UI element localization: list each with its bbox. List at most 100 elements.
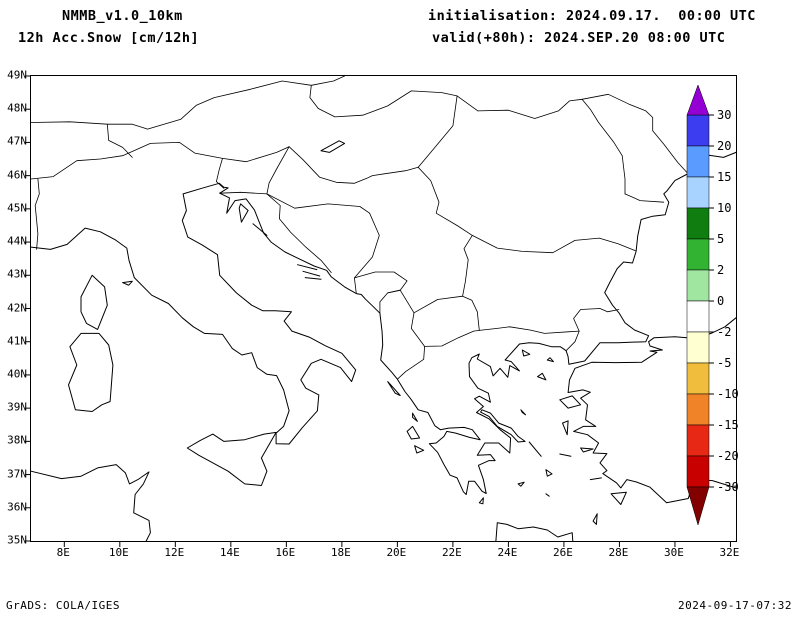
country-border <box>471 234 636 254</box>
coastline <box>68 332 114 412</box>
lat-axis: 49N 48N 47N 46N 45N 44N 43N 42N 41N 40N 39N 38N 37N 3… <box>0 69 27 547</box>
colorbar-tick-label: -5 <box>717 356 731 370</box>
coastline <box>592 513 598 525</box>
colorbar-arrow-top <box>686 84 710 116</box>
coastline <box>320 140 346 153</box>
colorbar-tick-label: 20 <box>717 139 731 153</box>
coastline <box>517 481 525 487</box>
coastline <box>520 409 527 416</box>
country-border <box>624 193 665 203</box>
country-border <box>353 271 408 314</box>
country-border <box>219 146 290 195</box>
lon-tick-label: 28E <box>608 546 629 559</box>
init-time-label: initialisation: 2024.09.17. 00:00 UTC <box>428 8 756 24</box>
country-border <box>266 193 332 274</box>
country-border <box>424 329 480 347</box>
coastline <box>122 280 133 286</box>
lon-tick-label: 14E <box>219 546 240 559</box>
country-border <box>34 178 40 250</box>
country-border <box>30 80 319 130</box>
coastline <box>559 395 582 409</box>
country-border <box>353 212 380 295</box>
lat-tick-label: 39N <box>7 400 27 414</box>
colorbar-tick-label: 2 <box>717 263 724 277</box>
country-border <box>413 295 464 314</box>
lon-axis: 8E 10E 12E 14E 16E 18E 20E 22E 24E 26E 28E 30E 32E <box>30 541 740 561</box>
coastline <box>297 264 318 271</box>
coastline <box>546 357 554 363</box>
lon-tick-label: 20E <box>386 546 407 559</box>
country-border <box>477 98 583 119</box>
map-frame <box>25 75 737 547</box>
coastline <box>186 431 277 486</box>
coastline <box>412 412 418 422</box>
lon-tick-label: 12E <box>164 546 185 559</box>
lon-tick-label: 32E <box>719 546 740 559</box>
colorbar-segment <box>686 424 710 457</box>
lat-tick-label: 49N <box>7 68 27 82</box>
lat-tick-label: 41N <box>7 334 27 348</box>
lat-tick-label: 38N <box>7 433 27 447</box>
country-border <box>266 193 371 214</box>
country-border <box>30 142 290 180</box>
colorbar-tick-label: 5 <box>717 232 724 246</box>
country-border <box>317 90 458 118</box>
colorbar-tick-label: -15 <box>717 418 739 432</box>
coastline <box>589 477 602 481</box>
lat-tick-label: 44N <box>7 234 27 248</box>
creation-timestamp: 2024-09-17-07:32 <box>678 599 792 612</box>
colorbar-segment <box>686 455 710 488</box>
coastline <box>537 372 547 381</box>
country-border <box>462 234 473 297</box>
country-border <box>106 123 133 158</box>
coastline <box>252 223 268 236</box>
lon-tick-label: 22E <box>441 546 462 559</box>
lat-tick-label: 35N <box>7 533 27 547</box>
lat-tick-label: 43N <box>7 267 27 281</box>
lat-tick-label: 45N <box>7 201 27 215</box>
country-border <box>573 308 620 332</box>
coastline <box>302 270 321 277</box>
lat-tick-label: 46N <box>7 168 27 182</box>
lat-tick-label: 42N <box>7 301 27 314</box>
country-border <box>417 95 458 168</box>
coastline <box>495 522 574 542</box>
colorbar-segment <box>686 176 710 209</box>
lat-tick-label: 40N <box>7 367 27 381</box>
country-border <box>456 95 479 112</box>
coastline <box>387 381 401 396</box>
lat-tick-label: 47N <box>7 134 27 148</box>
coastline <box>521 349 531 357</box>
country-border <box>288 146 419 184</box>
coastline <box>567 317 737 504</box>
valid-time-label: valid(+80h): 2024.SEP.20 08:00 UTC <box>432 30 726 46</box>
colorbar-segment <box>686 300 710 333</box>
colorbar-segment <box>686 362 710 395</box>
country-border <box>565 330 580 352</box>
map-canvas <box>25 75 737 547</box>
colorbar-tick-label: -30 <box>717 480 739 494</box>
coastline <box>545 469 553 477</box>
colorbar-tick-label: -10 <box>717 387 739 401</box>
field-title: 12h Acc.Snow [cm/12h] <box>18 30 200 46</box>
colorbar-arrow-bottom <box>686 486 710 526</box>
coastline <box>406 425 421 440</box>
colorbar-tick-label: 10 <box>717 201 731 215</box>
country-border <box>478 326 580 334</box>
coastline <box>562 420 569 436</box>
coastline <box>580 447 594 453</box>
coastline <box>559 453 572 457</box>
coastline <box>30 151 737 495</box>
coastline <box>414 445 425 454</box>
country-border <box>581 98 626 195</box>
colorbar-tick-label: -2 <box>717 325 731 339</box>
colorbar-segment <box>686 269 710 302</box>
country-border <box>581 93 688 174</box>
coastline <box>545 493 550 497</box>
lon-tick-label: 8E <box>56 546 70 559</box>
coastline <box>528 441 542 457</box>
coastline <box>480 409 526 443</box>
lon-tick-label: 24E <box>497 546 518 559</box>
country-border <box>417 166 473 236</box>
